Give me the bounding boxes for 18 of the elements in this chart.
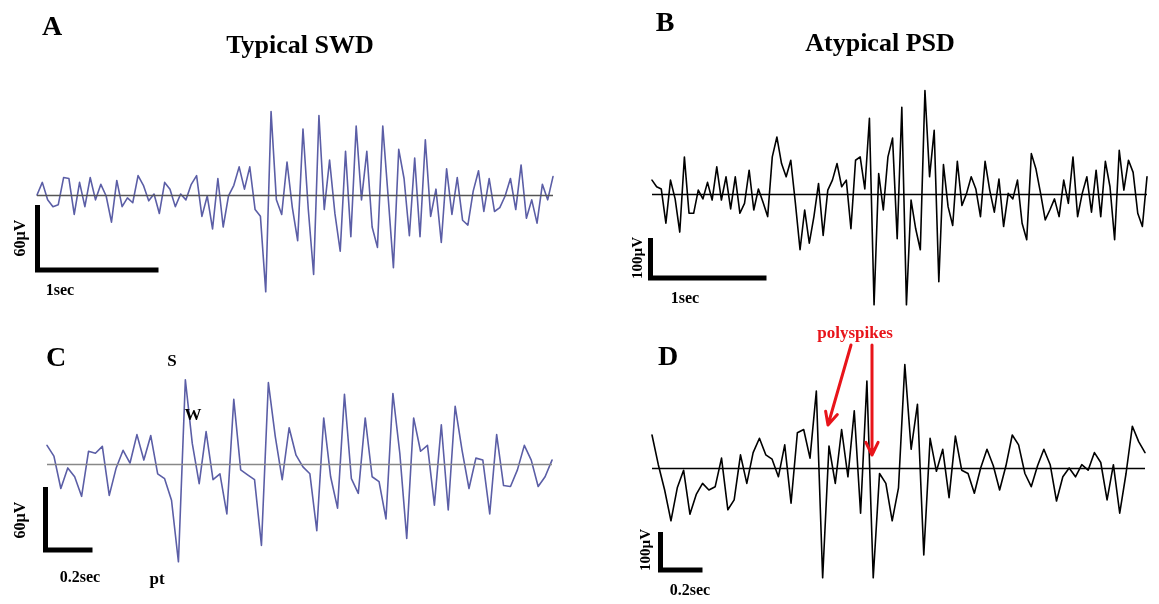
chart-title: Typical SWD [226, 30, 374, 59]
text: 0.2sec [59, 568, 101, 585]
text: B [655, 6, 675, 37]
text: 100µV [628, 237, 645, 279]
text: pt [149, 568, 165, 588]
annotation: 1sec [670, 289, 700, 306]
text: polyspikes [817, 322, 893, 342]
text: 0.2sec [669, 581, 711, 598]
text: S [167, 350, 177, 370]
text: C [45, 341, 67, 372]
text: 60µV [11, 501, 28, 539]
annotation: D [657, 340, 679, 371]
annotation: 1sec [45, 281, 75, 298]
chart-title: Atypical PSD [805, 28, 955, 57]
annotation: 100µV [636, 529, 653, 571]
text: A [41, 10, 63, 41]
annotation: W [184, 404, 202, 424]
text: 60µV [11, 219, 28, 257]
